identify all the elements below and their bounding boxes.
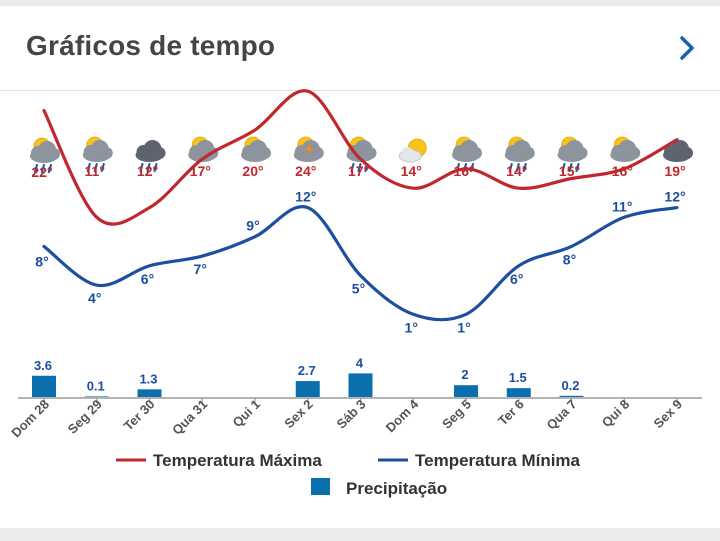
max-temp-label: 24° [295,163,316,179]
precip-label: 4 [356,355,364,370]
cloud-sun-rain-icon [30,137,60,174]
max-temp-label: 17° [190,163,211,179]
precip-bar [559,395,584,397]
min-temp-label: 11° [612,198,632,214]
weather-chart-card: Gráficos de tempo [0,6,720,528]
legend-precip-label: Precipitação [346,479,447,498]
max-temp-label: 16° [453,163,474,179]
temperature-lines [42,89,679,322]
cloud-sun-rain-icon [557,136,588,173]
x-tick-label: Qui 1 [230,397,264,431]
precip-bar [32,375,56,397]
max-temp-label: 20° [242,163,263,179]
precip-label: 0.1 [87,378,105,393]
precip-label: 2 [461,367,468,382]
cloud-sun-rain-icon [82,136,113,173]
x-tick-label: Ter 6 [495,397,527,429]
card-header: Gráficos de tempo [0,6,720,91]
x-tick-label: Dom 4 [383,396,422,435]
min-temp-label: 7° [194,261,207,277]
precip-bar [506,388,531,397]
legend-precip-swatch [311,478,330,495]
precip-label: 0.2 [561,378,579,393]
cloud-sun-storm-icon [293,136,324,162]
cloud-sun-icon [241,136,271,162]
page-title: Gráficos de tempo [26,30,276,61]
legend-min-label: Temperatura Mínima [415,451,581,470]
precip-bar [454,385,478,397]
precip-label: 1.3 [139,371,157,386]
sun-cloud-icon [398,138,427,163]
min-temp-label: 4° [88,290,101,306]
x-tick-label: Dom 28 [8,397,52,441]
max-temp-label: 12° [137,163,158,179]
legend-max-label: Temperatura Máxima [153,451,322,470]
precip-label: 3.6 [34,358,52,373]
x-tick-label: Ter 30 [121,397,158,434]
min-temp-label: 6° [141,271,154,287]
max-temp-label: 14° [506,163,527,179]
weather-icons [30,136,693,174]
max-temp-label: 19° [664,163,685,179]
min-temp-label: 1° [405,319,418,335]
x-tick-label: Qua 31 [169,397,210,438]
cloud-icon [663,140,693,162]
cloud-rain-icon [135,140,166,173]
max-temp-label: 14° [401,163,422,179]
precip-label: 2.7 [298,363,316,378]
x-axis: Dom 28 Seg 29 Ter 30 Qua 31 Qui 1 Sex 2 Sáb 3 D… [8,396,702,440]
min-temp-label: 5° [352,281,365,297]
min-temp-label: 9° [246,218,259,234]
cloud-sun-rain-icon [504,136,535,173]
x-tick-label: Seg 5 [439,397,474,432]
x-tick-label: Qui 8 [599,397,633,431]
precip-bar [295,381,320,397]
x-tick-label: Sex 9 [650,397,685,432]
cloud-sun-icon [610,136,641,162]
data-labels: 22° 11° 12° 17° 20° 24° 17° 14° 16° 14° 15° 16° 19°8… [31,163,685,393]
min-temp-label: 8° [563,251,576,267]
min-temp-label: 12° [295,189,316,205]
max-temp-label: 16° [612,163,633,179]
legend: Temperatura Máxima Temperatura Mínima Pr… [116,451,581,498]
min-temp-label: 1° [457,319,470,335]
precip-bar [137,389,162,397]
series-line-min [42,205,679,322]
min-temp-label: 8° [35,253,48,269]
series-line-max [42,89,679,226]
max-temp-label: 22° [31,164,52,180]
max-temp-label: 17° [348,163,369,179]
precip-bar [84,396,109,397]
precip-bar [348,373,373,397]
max-temp-label: 15° [559,163,580,179]
chevron-right-icon[interactable] [672,30,702,66]
x-tick-label: Sáb 3 [333,397,368,432]
min-temp-label: 6° [510,271,523,287]
max-temp-label: 11° [85,163,105,179]
x-tick-label: Qua 7 [543,397,579,433]
precipitation-bars [32,373,584,397]
x-tick-label: Sex 2 [281,397,316,432]
min-temp-label: 12° [664,189,685,205]
precip-label: 1.5 [509,370,527,385]
x-tick-label: Seg 29 [65,397,105,437]
